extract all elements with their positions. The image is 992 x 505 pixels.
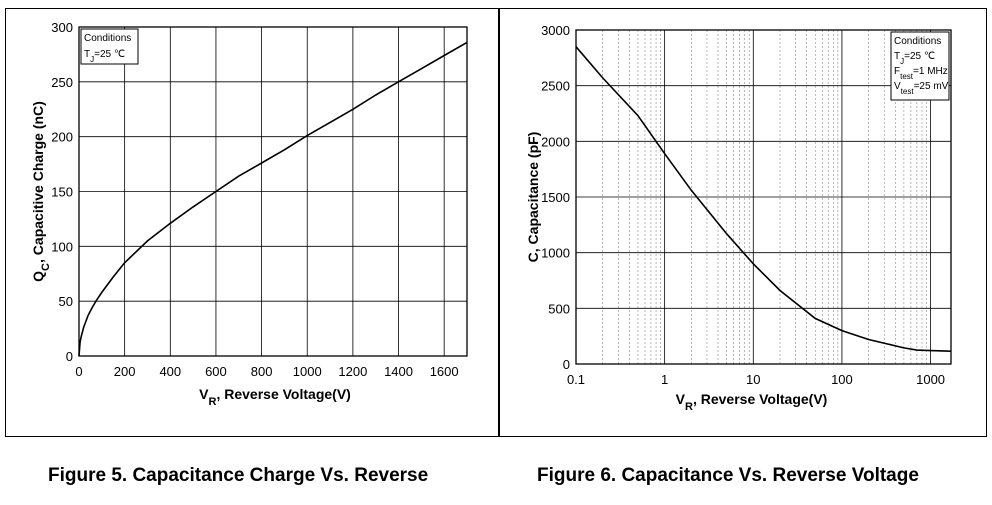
y-tick-label: 50	[59, 294, 73, 309]
y-tick-label: 0	[563, 357, 570, 372]
x-tick-label: 0.1	[567, 372, 585, 387]
y-tick-label: 250	[51, 75, 73, 90]
chart-panel-capacitance: 0.1 1 10 100 1000 0 500 1000 1500 2000 2500 3000 Con…	[499, 8, 987, 437]
x-axis-label: VR, Reverse Voltage(V)	[199, 386, 351, 408]
x-tick-label: 10	[746, 372, 760, 387]
legend-title: Conditions	[894, 36, 941, 47]
legend-box	[890, 31, 950, 101]
legend-condition: Ftest=1 MHz	[894, 66, 948, 81]
y-axis-label: QC, Capacitive Charge (nC)	[30, 101, 52, 282]
x-tick-label: 600	[205, 364, 227, 379]
plot-frame	[575, 29, 952, 365]
legend-condition: TJ=25 ℃	[84, 49, 125, 64]
x-tick-label: 200	[114, 364, 136, 379]
series-line-capacitive-charge	[78, 41, 468, 357]
x-tick-label: 0	[75, 364, 82, 379]
chart-capacitive-charge: 0 200 400 600 800 1000 1200 1400 1600 0 50 100 150 20…	[30, 20, 468, 408]
figure-5-caption: Figure 5. Capacitance Charge Vs. Reverse	[48, 465, 429, 486]
chart-capacitance: 0.1 1 10 100 1000 0 500 1000 1500 2000 2500 3000 Con…	[525, 23, 952, 413]
series-line-capacitance	[575, 46, 952, 352]
legend-condition: TJ=25 ℃	[894, 51, 935, 66]
x-tick-label: 1600	[430, 364, 459, 379]
x-tick-label: 800	[251, 364, 273, 379]
x-tick-label: 400	[159, 364, 181, 379]
x-tick-label: 1000	[293, 364, 322, 379]
y-tick-label: 2000	[541, 134, 570, 149]
y-tick-label: 0	[66, 349, 73, 364]
x-axis-label: VR, Reverse Voltage(V)	[676, 391, 828, 413]
y-axis-label: C, Capacitance (pF)	[525, 132, 541, 263]
x-tick-label: 1200	[338, 364, 367, 379]
chart-panel-capacitive-charge: 0 200 400 600 800 1000 1200 1400 1600 0 50 100 150 20…	[5, 8, 499, 437]
x-tick-label: 100	[831, 372, 853, 387]
x-tick-label: 1	[661, 372, 668, 387]
y-tick-label: 300	[51, 20, 73, 35]
x-tick-label: 1400	[384, 364, 413, 379]
y-tick-label: 100	[51, 239, 73, 254]
figure-6-caption: Figure 6. Capacitance Vs. Reverse Voltag…	[537, 465, 919, 486]
y-tick-label: 1000	[541, 246, 570, 261]
legend-box	[80, 28, 139, 65]
plot-frame	[78, 26, 468, 357]
legend-title: Conditions	[84, 33, 131, 44]
y-tick-label: 150	[51, 185, 73, 200]
y-tick-label: 200	[51, 130, 73, 145]
y-tick-label: 500	[548, 301, 570, 316]
x-tick-label: 1000	[916, 372, 945, 387]
y-tick-label: 2500	[541, 79, 570, 94]
y-tick-label: 3000	[541, 23, 570, 38]
legend-condition: Vtest=25 mV	[894, 81, 949, 96]
y-tick-label: 1500	[541, 190, 570, 205]
